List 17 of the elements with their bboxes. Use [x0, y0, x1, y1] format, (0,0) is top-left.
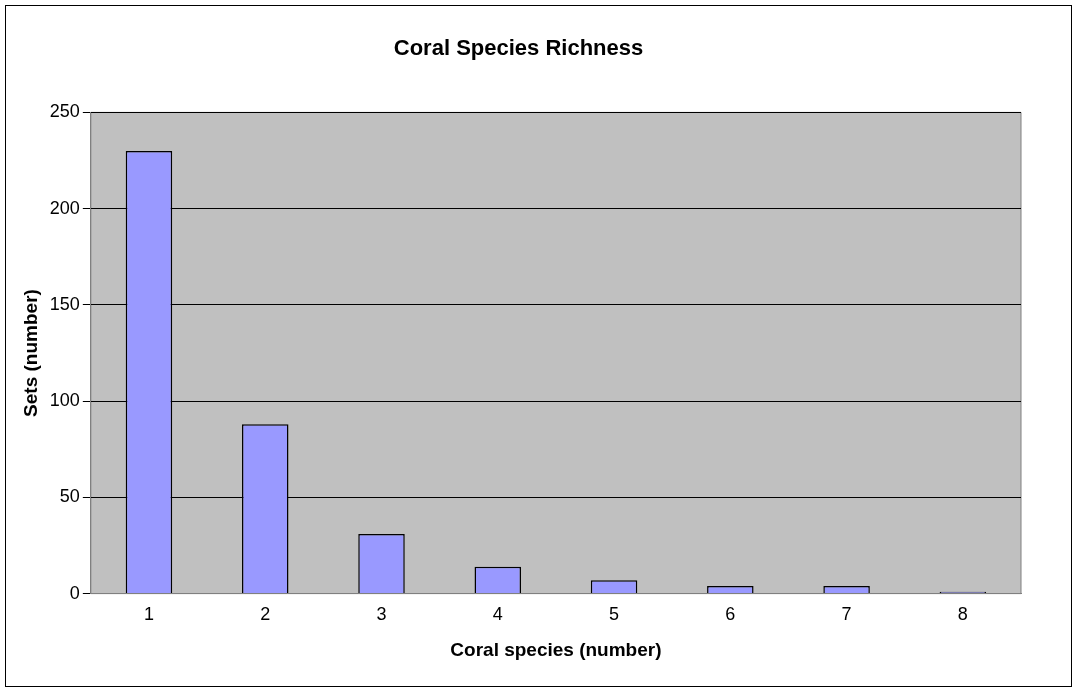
x-tick-label: 7 [841, 604, 852, 625]
y-tick-label: 250 [49, 101, 80, 122]
x-tick-label: 5 [609, 604, 620, 625]
x-tick-label: 3 [376, 604, 387, 625]
x-tick-label: 8 [957, 604, 968, 625]
y-tick-label: 100 [49, 390, 80, 411]
chart-title: Coral Species Richness [393, 35, 644, 61]
y-tick-label: 50 [59, 486, 80, 507]
x-tick-label: 1 [143, 604, 154, 625]
y-tick-label: 200 [49, 197, 80, 218]
y-axis-title: Sets (number) [19, 289, 41, 417]
x-axis-title: Coral species (number) [450, 638, 662, 660]
x-tick-label: 4 [492, 604, 503, 625]
x-tick-label: 6 [725, 604, 736, 625]
y-tick-label: 0 [69, 582, 80, 603]
y-tick-label: 150 [49, 293, 80, 314]
x-tick-label: 2 [260, 604, 271, 625]
